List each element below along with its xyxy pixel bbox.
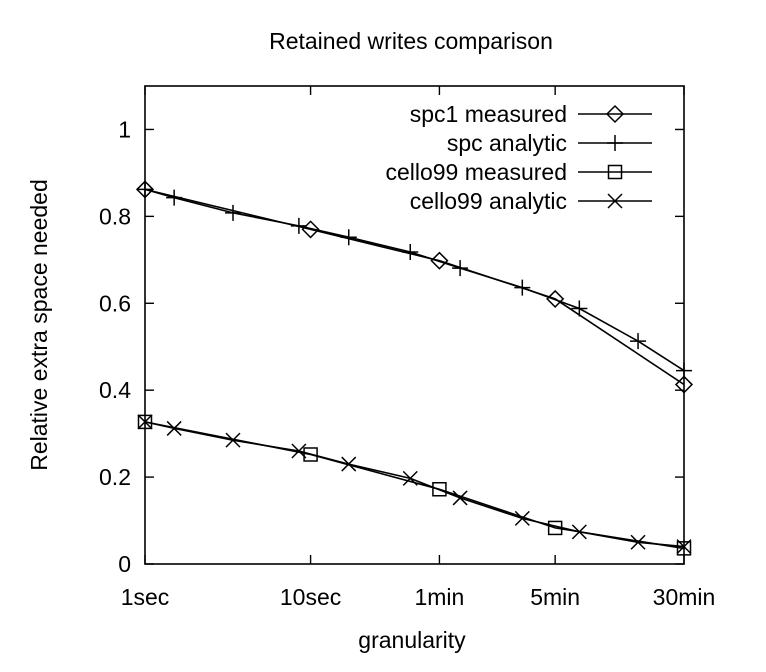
- plot-frame: [144, 85, 685, 565]
- y-tick-label: 0: [118, 551, 131, 577]
- y-tick-label: 0.2: [99, 464, 131, 490]
- data-point-cello99-analytic: [166, 420, 182, 436]
- y-axis: 0 0.2 0.4 0.6 0.8 1: [99, 116, 684, 577]
- data-point-spc-analytic: [514, 279, 531, 296]
- data-point-spc1-measured: [546, 289, 565, 308]
- data-point-cello99-measured: [676, 541, 692, 556]
- data-point-cello99-measured: [432, 482, 447, 497]
- legend-item-cello99-measured: cello99 measured: [385, 159, 652, 185]
- legend-marker: [607, 164, 623, 180]
- data-point-spc-analytic: [137, 181, 153, 198]
- x-tick-label: 5min: [530, 584, 580, 610]
- x-axis-label: granularity: [358, 627, 466, 653]
- data-point-spc1-measured: [430, 251, 449, 270]
- series-line-cello99-measured: [144, 421, 685, 550]
- legend-label: cello99 measured: [385, 159, 567, 185]
- y-tick-label: 0.8: [99, 203, 131, 229]
- legend: spc1 measured spc analytic cello99 measure…: [385, 101, 652, 214]
- data-point-cello99-analytic: [452, 490, 468, 506]
- data-point-cello99-analytic: [341, 456, 357, 472]
- y-axis-label: Relative extra space needed: [26, 179, 52, 471]
- legend-label: spc analytic: [447, 130, 567, 156]
- x-tick-label: 1sec: [121, 584, 170, 610]
- legend-label: spc1 measured: [410, 101, 567, 127]
- y-tick-label: 0.4: [99, 377, 131, 403]
- series-spc-analytic: [137, 181, 692, 379]
- data-point-spc-analytic: [630, 333, 647, 350]
- data-point-spc-analytic: [340, 229, 357, 246]
- data-point-cello99-analytic: [225, 432, 241, 448]
- data-point-spc-analytic: [452, 260, 469, 277]
- series-cello99-analytic: [137, 414, 692, 555]
- data-point-spc1-measured: [674, 375, 694, 394]
- y-tick-label: 0.6: [99, 290, 131, 316]
- data-point-cello99-analytic: [514, 510, 530, 526]
- data-point-cello99-analytic: [137, 414, 153, 430]
- legend-marker: [607, 135, 623, 151]
- data-point-cello99-analytic: [630, 534, 646, 550]
- series-layer: [135, 180, 694, 556]
- x-axis: 1sec 10sec 1min 5min 30min: [121, 86, 716, 610]
- series-line-spc-analytic: [144, 188, 685, 372]
- legend-item-spc-analytic: spc analytic: [447, 130, 652, 156]
- chart-title: Retained writes comparison: [269, 28, 553, 54]
- data-point-cello99-analytic: [291, 443, 307, 459]
- x-tick-label: 1min: [414, 584, 464, 610]
- legend-item-cello99-analytic: cello99 analytic: [410, 188, 652, 214]
- y-tick-label: 1: [118, 116, 131, 142]
- data-point-spc-analytic: [166, 189, 183, 206]
- legend-item-spc1-measured: spc1 measured: [410, 101, 652, 127]
- x-tick-label: 10sec: [280, 584, 341, 610]
- data-point-cello99-measured: [137, 414, 153, 430]
- data-point-cello99-analytic: [676, 539, 692, 555]
- data-point-cello99-analytic: [571, 524, 587, 540]
- data-point-spc-analytic: [225, 204, 242, 221]
- data-point-spc-analytic: [402, 243, 419, 260]
- legend-marker: [605, 104, 625, 124]
- legend-label: cello99 analytic: [410, 188, 567, 214]
- x-tick-label: 30min: [653, 584, 716, 610]
- series-line-cello99-analytic: [144, 421, 685, 548]
- data-point-spc-analytic: [290, 217, 307, 234]
- data-point-cello99-measured: [303, 447, 318, 462]
- legend-marker: [607, 193, 623, 209]
- series-line-spc1-measured: [144, 188, 685, 386]
- series-cello99-measured: [137, 414, 692, 556]
- data-point-cello99-analytic: [402, 470, 418, 486]
- data-point-spc-analytic: [676, 362, 692, 379]
- data-point-spc-analytic: [571, 300, 588, 317]
